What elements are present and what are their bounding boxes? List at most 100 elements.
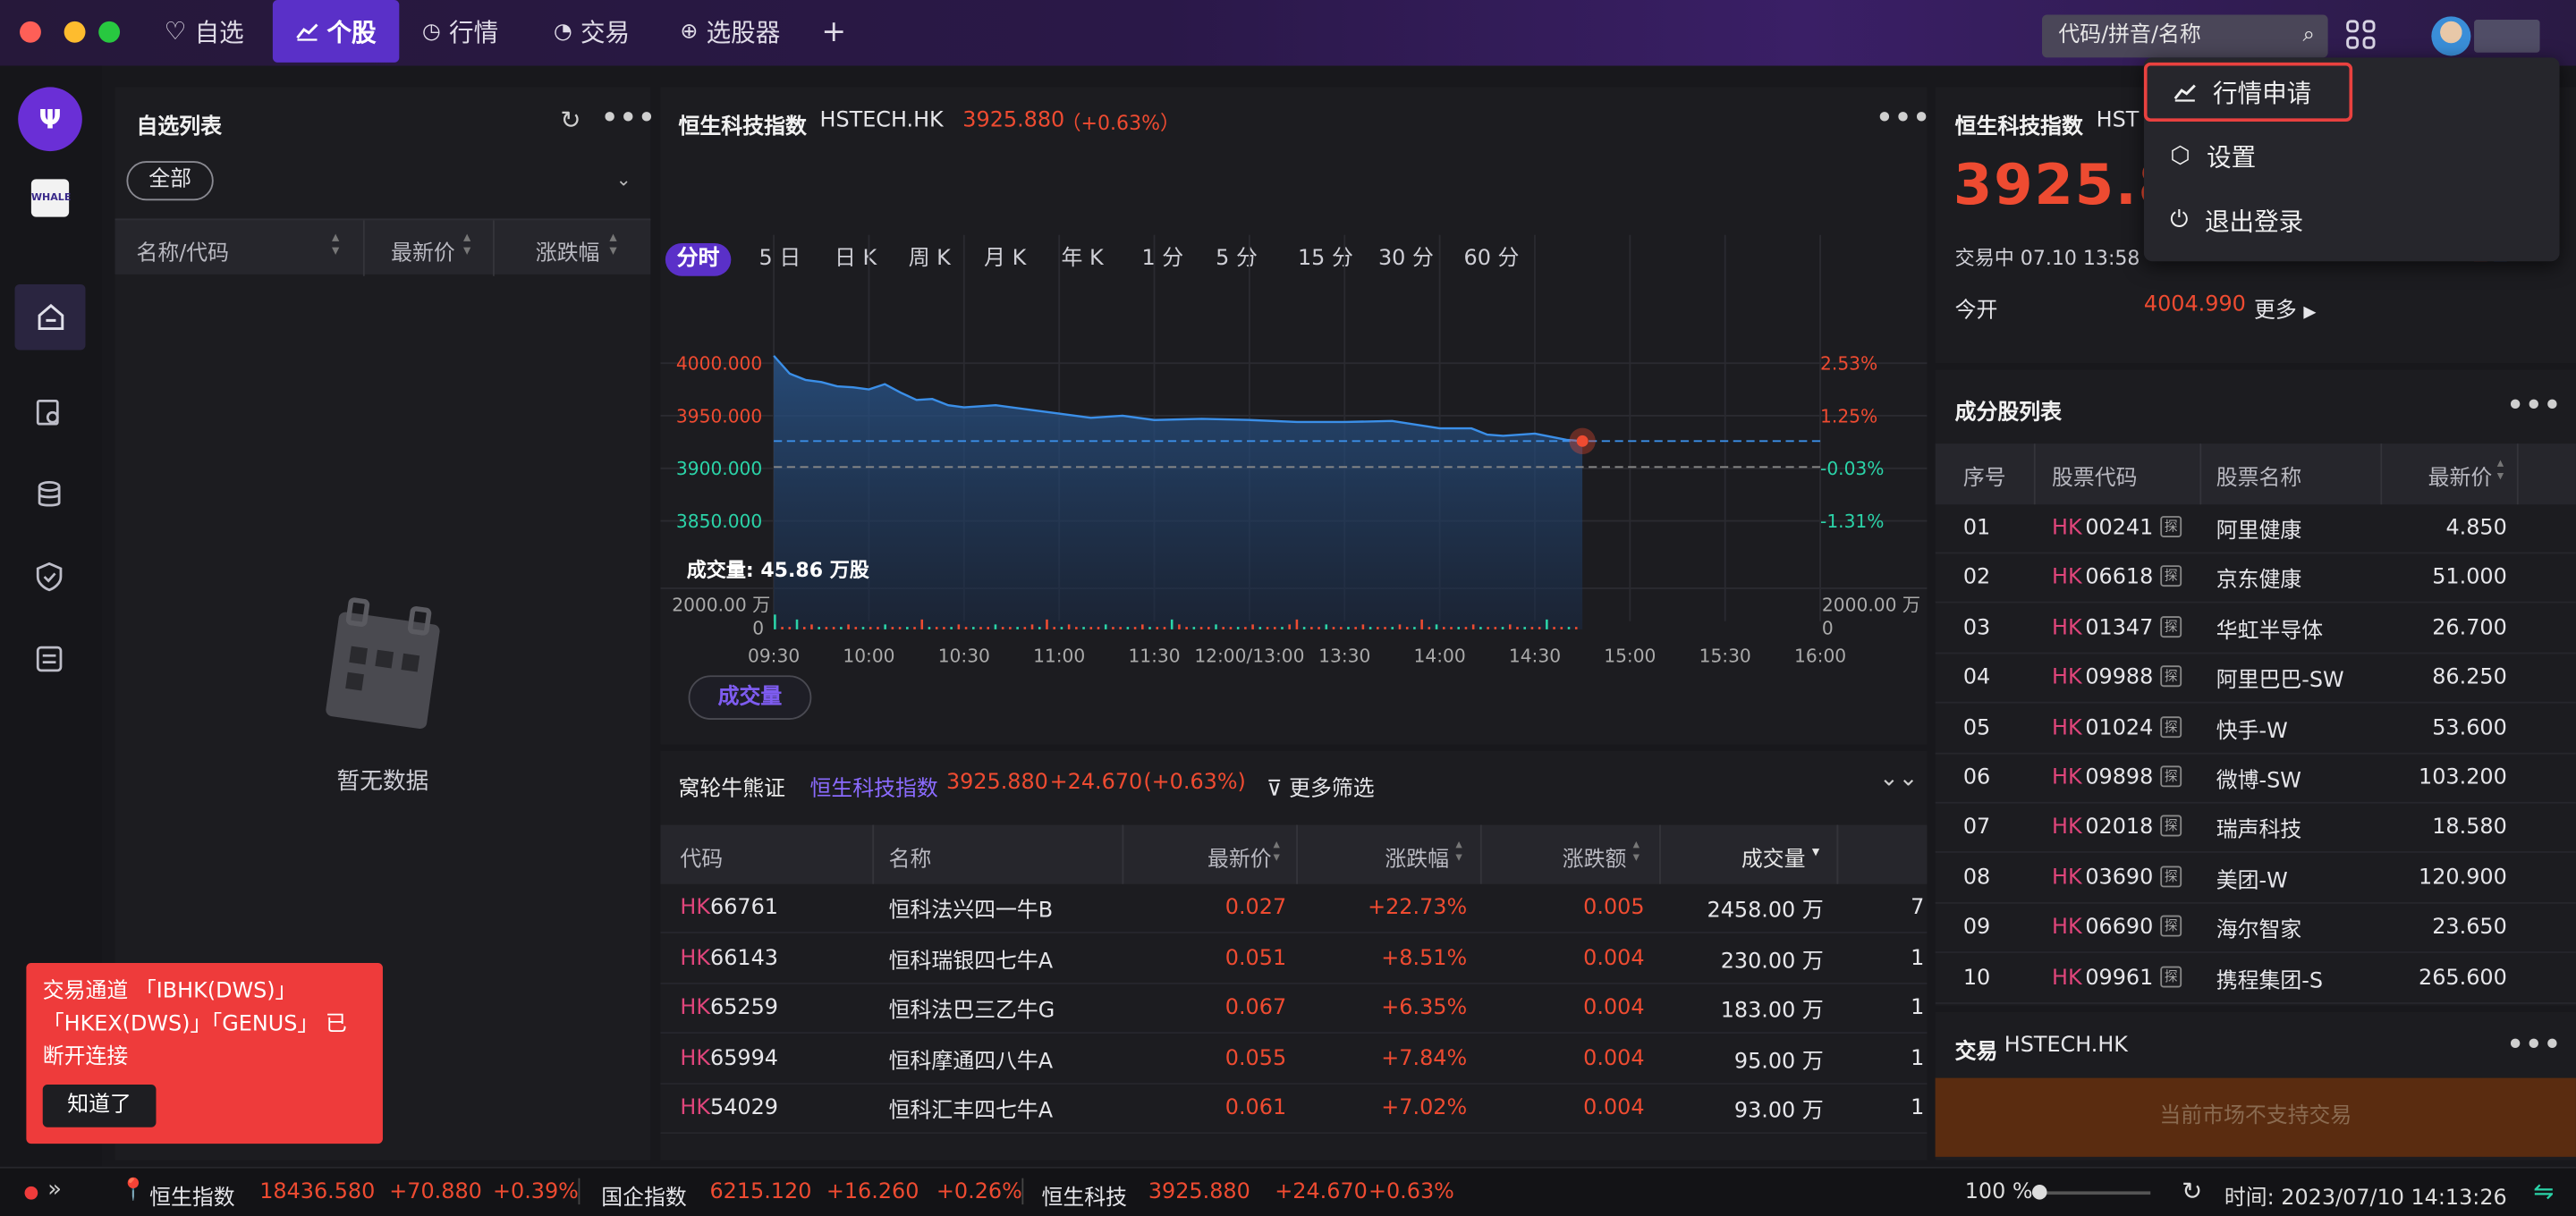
col-price[interactable]: 最新价	[2428, 466, 2493, 492]
intraday-chart[interactable]: 4000.000 3950.000 3900.000 3850.000 2.53% 1.2…	[660, 218, 1928, 749]
col-change-pct[interactable]: 涨跌幅	[535, 241, 600, 266]
table-row[interactable]: HK66143 恒科瑞银四七牛A 0.051 +8.51% 0.004 230.00 万 1	[660, 934, 1928, 984]
col-latest-price[interactable]: 最新价	[391, 241, 455, 266]
period-0[interactable]: 分时	[665, 242, 732, 276]
index-name[interactable]: 国企指数	[601, 1186, 687, 1212]
avatar[interactable]	[2431, 16, 2471, 56]
col-stock-name[interactable]: 股票名称	[2216, 466, 2302, 492]
apps-grid-icon[interactable]	[2344, 18, 2377, 57]
toast-dismiss-button[interactable]: 知道了	[42, 1084, 157, 1127]
sort-icon[interactable]: ▴ ▾	[1632, 836, 1640, 865]
col-volume[interactable]: 成交量	[1741, 848, 1806, 873]
table-row[interactable]: 02 HK 06618 探 京东健康 51.000	[1935, 554, 2576, 604]
zoom-slider-handle[interactable]	[2031, 1185, 2047, 1200]
close-window-button[interactable]	[20, 21, 41, 43]
shield-check-icon[interactable]	[35, 562, 64, 592]
sort-icon[interactable]: ▴ ▾	[332, 230, 340, 260]
expand-chevrons-icon[interactable]: »	[47, 1176, 63, 1203]
tab-watchlist[interactable]: ♡ 自选	[164, 16, 244, 47]
row-no: 02	[1962, 565, 1991, 591]
period-10[interactable]: 60 分	[1463, 246, 1520, 272]
pin-icon[interactable]: 📍	[120, 1178, 147, 1203]
index-name[interactable]: 恒生指数	[149, 1186, 235, 1212]
col-stock-code[interactable]: 股票代码	[2052, 466, 2138, 492]
table-row[interactable]: 06 HK 09898 探 微博-SW 103.200	[1935, 755, 2576, 804]
table-row[interactable]: HK54029 恒科汇丰四七牛A 0.061 +7.02% 0.004 93.00 万 1	[660, 1085, 1928, 1135]
sort-icon[interactable]: ▴ ▾	[609, 230, 617, 260]
warrant-pct: +8.51%	[1381, 945, 1468, 971]
watchlist-more-button[interactable]: •••	[601, 101, 657, 133]
nav-home-active[interactable]	[14, 283, 86, 350]
chart-more-button[interactable]: •••	[1876, 101, 1932, 133]
warrants-index-name[interactable]: 恒生科技指数	[809, 777, 938, 802]
period-1[interactable]: 5 日	[758, 246, 801, 272]
menu-item-market-data-apply[interactable]: 行情申请	[2143, 62, 2353, 122]
volume-indicator-button[interactable]: 成交量	[688, 675, 812, 720]
period-9[interactable]: 30 分	[1377, 246, 1434, 272]
network-icon[interactable]: ⇋	[2533, 1176, 2555, 1206]
index-name[interactable]: 恒生科技	[1041, 1186, 1128, 1212]
refresh-icon[interactable]: ↻	[2182, 1176, 2203, 1206]
sort-desc-icon[interactable]: ▾	[1811, 844, 1820, 862]
minimize-window-button[interactable]	[64, 21, 86, 43]
sort-icon[interactable]: ▴ ▾	[2496, 455, 2504, 484]
trade-more-button[interactable]: •••	[2506, 1028, 2563, 1060]
volume-bar	[891, 627, 894, 629]
tab-stock[interactable]: 个股	[272, 0, 400, 63]
table-row[interactable]: 01 HK 00241 探 阿里健康 4.850	[1935, 504, 2576, 554]
whale-broker-logo[interactable]: WHALE	[30, 179, 71, 217]
settings-list-icon[interactable]	[35, 644, 64, 673]
zoom-level: 100 %	[1964, 1179, 2033, 1205]
table-row[interactable]: 04 HK 09988 探 阿里巴巴-SW 86.250	[1935, 654, 2576, 704]
warrant-name: 恒科汇丰四七牛A	[888, 1100, 1054, 1125]
zoom-slider[interactable]	[2031, 1185, 2151, 1200]
table-row[interactable]: HK66761 恒科法兴四一牛B 0.027 +22.73% 0.005 2458.00 …	[660, 884, 1928, 933]
sort-icon[interactable]: ▴ ▾	[1273, 836, 1280, 865]
table-row[interactable]: 09 HK 06690 探 海尔智家 23.650	[1935, 904, 2576, 954]
sort-icon[interactable]: ▴ ▾	[462, 230, 471, 260]
col-no[interactable]: 序号	[1962, 466, 2006, 492]
col-code[interactable]: 代码	[680, 848, 724, 873]
collapse-chevron-icon[interactable]: ⌄⌄	[1879, 765, 1919, 792]
search-input[interactable]: 代码/拼音/名称 ⌕	[2042, 14, 2328, 58]
table-row[interactable]: 03 HK 01347 探 华虹半导体 26.700	[1935, 604, 2576, 654]
period-3[interactable]: 周 K	[908, 246, 951, 272]
more-quote-button[interactable]: 更多 ▶	[2253, 299, 2317, 325]
table-row[interactable]: 08 HK 03690 探 美团-W 120.900	[1935, 854, 2576, 904]
period-7[interactable]: 5 分	[1216, 246, 1258, 272]
table-row[interactable]: HK65259 恒科法巴三乙牛G 0.067 +6.35% 0.004 183.00 万 1	[660, 984, 1928, 1034]
col-latest[interactable]: 最新价	[1207, 848, 1272, 873]
table-row[interactable]: 07 HK 02018 探 瑞声科技 18.580	[1935, 804, 2576, 854]
table-row[interactable]: HK65994 恒科摩通四八牛A 0.055 +7.84% 0.004 95.00 万 1	[660, 1034, 1928, 1085]
menu-item-settings[interactable]: ⬡ 设置	[2170, 141, 2257, 173]
tab-market[interactable]: ◷ 行情	[422, 17, 499, 47]
filter-all-chip[interactable]: 全部	[126, 161, 214, 201]
menu-item-logout[interactable]: ⏻ 退出登录	[2170, 206, 2304, 236]
market-tag: HK	[680, 895, 711, 921]
more-filters-button[interactable]: ⊽ 更多筛选	[1267, 777, 1375, 802]
col-name-code[interactable]: 名称/代码	[136, 241, 230, 266]
stock-name: 瑞声科技	[2216, 818, 2302, 844]
constituents-more-button[interactable]: •••	[2506, 389, 2563, 421]
tab-trade[interactable]: ◔ 交易	[553, 17, 631, 47]
col-pct[interactable]: 涨跌幅	[1385, 848, 1449, 873]
stock-price: 53.600	[2432, 715, 2507, 741]
table-row[interactable]: 05 HK 01024 探 快手-W 53.600	[1935, 705, 2576, 754]
add-tab-button[interactable]: +	[821, 13, 847, 49]
col-chg[interactable]: 涨跌额	[1562, 848, 1627, 873]
database-icon[interactable]	[35, 480, 64, 510]
sort-icon[interactable]: ▴ ▾	[1455, 836, 1462, 865]
period-6[interactable]: 1 分	[1141, 246, 1184, 272]
chevron-down-icon[interactable]: ⌄	[615, 169, 631, 191]
volume-bar	[987, 627, 990, 629]
maximize-window-button[interactable]	[98, 21, 121, 43]
research-doc-icon[interactable]	[35, 398, 64, 427]
period-4[interactable]: 月 K	[984, 246, 1027, 272]
app-logo-icon[interactable]: Ψ	[18, 87, 82, 152]
refresh-icon[interactable]: ↻	[560, 105, 581, 135]
col-name[interactable]: 名称	[888, 848, 932, 873]
tab-screener[interactable]: ⊕ 选股器	[680, 17, 781, 47]
table-row[interactable]: 10 HK 09961 探 携程集团-S 265.600	[1935, 954, 2576, 1004]
stock-price: 23.650	[2432, 915, 2507, 941]
period-5[interactable]: 年 K	[1061, 246, 1104, 272]
